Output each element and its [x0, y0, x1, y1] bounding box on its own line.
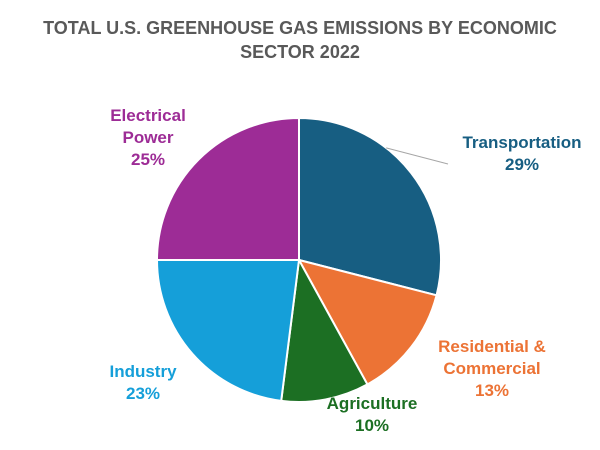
- data-label-value: 10%: [355, 416, 389, 435]
- data-label: Industry 23%: [109, 362, 177, 403]
- pie-slice-transportation: [298, 116, 442, 297]
- chart-title: TOTAL U.S. GREENHOUSE GAS EMISSIONS BY E…: [0, 16, 600, 64]
- data-label-category: Industry: [109, 362, 177, 381]
- chart-title-line-1: TOTAL U.S. GREENHOUSE GAS EMISSIONS BY E…: [43, 18, 557, 38]
- chart-title-line-2: SECTOR 2022: [240, 42, 360, 62]
- data-label-category: Agriculture: [327, 394, 418, 413]
- pie-slice-electrical-power: [155, 116, 300, 261]
- data-label-value: 13%: [475, 381, 509, 400]
- data-label-value: 25%: [131, 150, 165, 169]
- data-label-category: Transportation: [462, 133, 581, 152]
- data-label-category: Residential &: [438, 337, 546, 356]
- data-label-category: Power: [122, 128, 173, 147]
- pie-slice-residential-commercial: [297, 258, 438, 386]
- data-label: Residential & Commercial 13%: [438, 337, 546, 400]
- data-label: Transportation 29%: [462, 133, 581, 174]
- data-label-category: Electrical: [110, 106, 186, 125]
- data-label-value: 29%: [505, 155, 539, 174]
- leader-line: [386, 147, 449, 165]
- data-label: Agriculture 10%: [327, 394, 418, 435]
- data-label-value: 23%: [126, 384, 160, 403]
- pie-slice-industry: [155, 259, 301, 402]
- data-label: Electrical Power 25%: [110, 106, 186, 169]
- pie-slice-agriculture: [280, 256, 369, 403]
- data-label-category: Commercial: [443, 359, 540, 378]
